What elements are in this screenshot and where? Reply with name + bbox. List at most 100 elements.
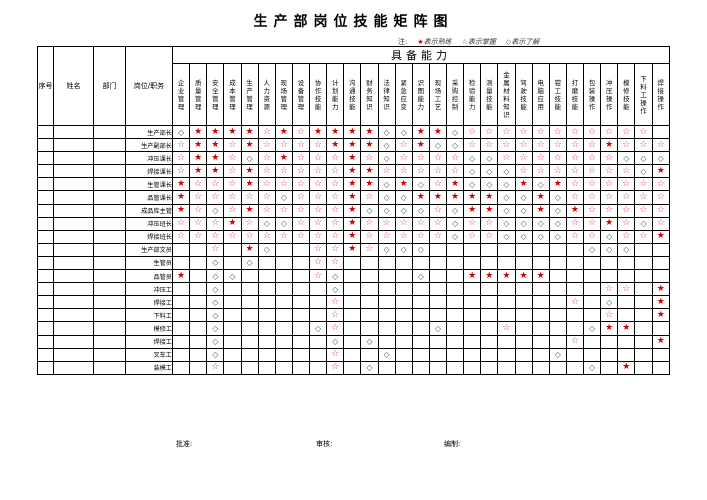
row-no-cell	[37, 177, 54, 192]
skilled-star-icon: ★	[326, 124, 345, 140]
table-row: 品管员 ★ ◇ ◇ ☆ ◇ ◇ ★ ★ ★ ★ ★	[37, 269, 670, 284]
empty-cell	[445, 321, 465, 336]
skilled-star-icon: ★	[417, 38, 424, 46]
aware-diamond-icon: ◇	[411, 177, 430, 192]
skilled-star-icon: ★	[240, 164, 259, 179]
skill-header: 电脑应用	[531, 63, 550, 126]
mastered-star-icon: ☆	[617, 177, 636, 192]
skill-header: 质量管理	[189, 63, 208, 126]
mastered-star-icon: ☆	[326, 216, 345, 231]
mastered-star-icon: ☆	[548, 151, 567, 166]
empty-cell	[394, 295, 413, 310]
mastered-star-icon: ☆	[326, 190, 345, 205]
row-no-cell	[37, 164, 54, 179]
table-row: 成品库主管 ★ ☆ ◇ ☆ ★ ☆ ☆ ☆ ☆ ☆ ★ ◇ ◇ ◇ ◇ ☆ ◇ ★ ★ ◇ ◇ ★ ◇ ★ ☆ ☆ ☆ ☆ ☆	[37, 203, 670, 218]
empty-cell	[308, 360, 328, 375]
aware-diamond-icon: ◇	[171, 124, 191, 140]
row-dept-cell	[93, 216, 126, 231]
row-position-cell: 焊接工	[125, 334, 173, 349]
mastered-star-icon: ☆	[257, 164, 276, 179]
row-name-cell	[53, 229, 94, 244]
mastered-star-icon: ☆	[600, 203, 619, 218]
skill-header: 成本管理	[223, 63, 242, 126]
skill-header-label: 冲压操作	[605, 78, 613, 111]
mastered-star-icon: ☆	[600, 124, 619, 140]
empty-cell	[343, 282, 362, 297]
mastered-star-icon: ☆	[291, 138, 311, 153]
empty-cell	[582, 347, 602, 362]
empty-cell	[600, 255, 619, 271]
empty-cell	[445, 242, 465, 257]
aware-diamond-icon: ◇	[514, 229, 533, 244]
mastered-star-icon: ☆	[274, 138, 293, 153]
mastered-star-icon: ☆	[394, 164, 413, 179]
empty-cell	[360, 295, 379, 310]
mastered-star-icon: ☆	[565, 124, 585, 140]
aware-diamond-icon: ◇	[634, 164, 653, 179]
mastered-star-icon: ☆	[582, 203, 602, 218]
skill-header-label: 财务知识	[366, 78, 373, 111]
mastered-star-icon: ☆	[240, 190, 259, 205]
empty-cell	[394, 321, 413, 336]
skilled-star-icon: ★	[326, 138, 345, 153]
empty-cell	[600, 347, 619, 362]
aware-diamond-icon: ◇	[377, 242, 396, 257]
skill-header-label: 质量管理	[194, 78, 202, 111]
empty-cell	[531, 282, 550, 297]
row-no-cell	[37, 255, 54, 271]
aware-diamond-icon: ◇	[411, 203, 430, 218]
mastered-star-icon: ☆	[308, 138, 328, 153]
empty-cell	[600, 360, 619, 375]
empty-cell	[240, 360, 259, 375]
skill-header-label: 电脑应用	[537, 78, 544, 111]
empty-cell	[360, 347, 379, 362]
empty-cell	[189, 321, 208, 336]
empty-cell	[377, 295, 396, 310]
empty-cell	[377, 308, 396, 323]
empty-cell	[531, 360, 550, 375]
skill-header-label: 协作技能	[314, 78, 322, 111]
empty-cell	[257, 347, 276, 362]
mastered-star-icon: ☆	[497, 124, 516, 140]
empty-cell	[240, 347, 259, 362]
empty-cell	[257, 321, 276, 336]
skilled-star-icon: ★	[240, 138, 259, 153]
aware-diamond-icon: ◇	[360, 203, 379, 218]
table-row: 生管课长 ★ ☆ ☆ ☆ ★ ☆ ☆ ☆ ☆ ☆ ★ ★ ◇ ★ ◇ ☆ ★ ◇ ◇ ◇ ★ ◇ ★ ☆ ☆ ☆ ☆ ☆ ☆	[37, 177, 670, 192]
mastered-star-icon: ☆	[291, 190, 311, 205]
mastered-star-icon: ☆	[257, 190, 276, 205]
mastered-star-icon: ☆	[394, 229, 413, 244]
table-row: 生产部长 ◇ ★ ★ ★ ★ ☆ ★ ☆ ★ ★ ★ ★ ◇ ◇ ★ ★ ◇ ☆ ☆ ☆ ☆ ☆ ☆ ☆ ☆ ☆ ☆ ☆	[37, 124, 670, 140]
mastered-star-icon: ☆	[617, 138, 636, 153]
header-position: 岗位/职务	[125, 46, 173, 126]
aware-diamond-icon: ◇	[634, 151, 653, 166]
legend-item-aware: ◇表示了解	[506, 37, 539, 47]
empty-cell	[189, 282, 208, 297]
aware-diamond-icon: ◇	[377, 138, 396, 153]
empty-cell	[394, 360, 413, 375]
aware-diamond-icon: ◇	[514, 190, 533, 205]
row-name-cell	[53, 151, 94, 166]
mastered-star-icon: ☆	[582, 229, 602, 244]
mastered-star-icon: ☆	[308, 177, 328, 192]
skill-header: 设备管理	[291, 63, 311, 126]
empty-cell	[548, 269, 567, 284]
empty-cell	[463, 242, 482, 257]
row-position-cell: 成品库主管	[125, 203, 173, 218]
empty-cell	[360, 269, 379, 284]
empty-cell	[582, 295, 602, 310]
empty-cell	[548, 308, 567, 323]
skill-header-label: 下料工操作	[640, 74, 647, 115]
mastered-star-icon: ☆	[480, 124, 499, 140]
empty-cell	[651, 269, 670, 284]
skill-header: 计划能力	[326, 63, 345, 126]
empty-cell	[291, 269, 311, 284]
row-no-cell	[37, 151, 54, 166]
skilled-star-icon: ★	[343, 190, 362, 205]
row-dept-cell	[93, 308, 126, 323]
aware-diamond-icon: ◇	[463, 164, 482, 179]
row-dept-cell	[93, 347, 126, 362]
empty-cell	[240, 269, 259, 284]
mastered-star-icon: ☆	[514, 164, 533, 179]
empty-cell	[480, 321, 499, 336]
